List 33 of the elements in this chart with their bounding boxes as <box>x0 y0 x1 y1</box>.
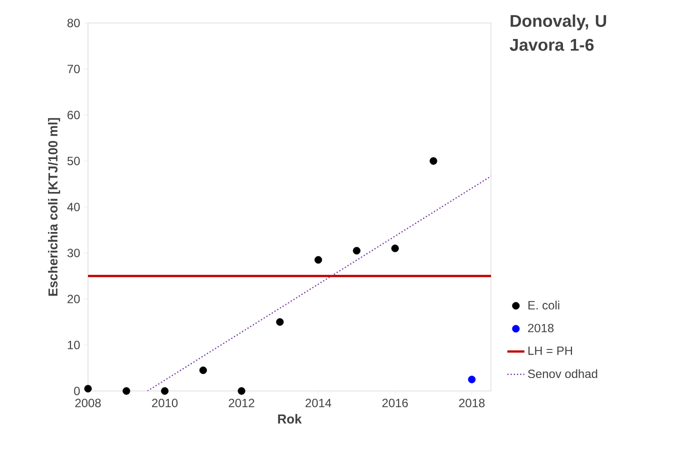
point <box>430 157 438 165</box>
y-tick-label: 20 <box>68 294 80 304</box>
y-tick-label: 80 <box>67 18 80 28</box>
y-tick-label: 40 <box>67 202 80 212</box>
point <box>160 387 169 395</box>
x-tick-label: 2016 <box>382 398 408 408</box>
x-tick-label: 2012 <box>228 398 254 408</box>
point <box>352 246 360 254</box>
point <box>391 244 399 252</box>
point <box>238 387 246 395</box>
y-axis-title: Escherichia coli [KTJ/100 ml] <box>48 118 60 296</box>
y-tick-label: 70 <box>68 64 80 74</box>
legend-label: E. coli <box>528 300 560 310</box>
x-tick-label: 2014 <box>306 398 332 408</box>
x-tick-label: 2008 <box>75 398 101 408</box>
x-axis-title: Rok <box>278 414 302 424</box>
point <box>314 256 322 264</box>
x-tick-label: 2018 <box>459 398 485 408</box>
y-tick-label: 30 <box>67 248 80 258</box>
legend-label: LH = PH <box>528 346 572 355</box>
point <box>276 318 284 326</box>
point <box>199 366 207 374</box>
text: Donovaly, U Javora 1-6 <box>510 14 606 51</box>
legend-label: 2018 <box>528 324 554 332</box>
y-tick-label: 10 <box>68 340 80 350</box>
y-tick-label: 60 <box>68 110 80 120</box>
point <box>468 376 476 384</box>
point <box>122 387 130 395</box>
y-tick-label: 0 <box>74 386 80 396</box>
y-tick-label: 50 <box>67 156 80 166</box>
legend-label: Senov odhad <box>528 369 598 378</box>
x-tick-label: 2010 <box>152 398 178 408</box>
point <box>84 384 92 392</box>
